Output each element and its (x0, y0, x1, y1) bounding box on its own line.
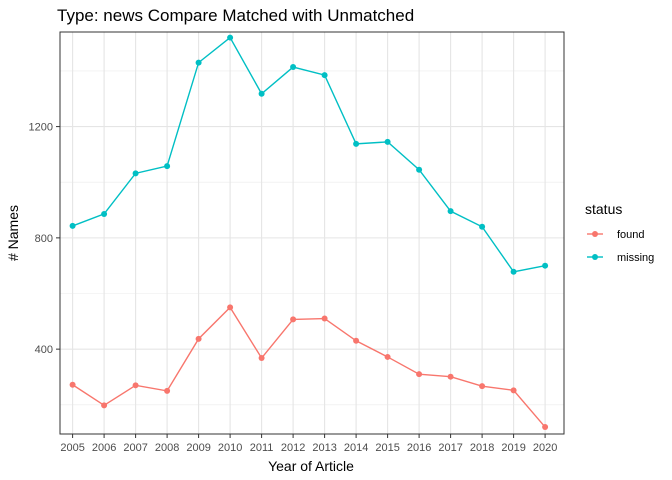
x-tick-label: 2009 (186, 442, 210, 454)
x-tick-label: 2007 (123, 442, 147, 454)
x-tick-label: 2014 (344, 442, 368, 454)
data-point-missing (447, 208, 454, 215)
data-point-found (195, 335, 202, 342)
chart-title: Type: news Compare Matched with Unmatche… (57, 6, 414, 25)
major-gridlines (60, 32, 564, 434)
data-point-found (69, 381, 76, 388)
data-point-found (479, 383, 486, 390)
data-point-missing (510, 268, 517, 275)
x-tick-label: 2017 (438, 442, 462, 454)
data-point-missing (101, 210, 108, 217)
minor-gridlines (60, 70, 564, 406)
x-axis-title: Year of Article (268, 458, 354, 474)
data-point-found (321, 315, 328, 322)
x-tick-label: 2019 (501, 442, 525, 454)
x-tick-label: 2011 (250, 442, 274, 454)
data-point-missing (195, 59, 202, 66)
legend-label-found: found (617, 229, 645, 241)
data-point-missing (542, 262, 549, 269)
x-tick-label: 2008 (155, 442, 179, 454)
y-axis-title: # Names (5, 205, 21, 261)
x-tick-label: 2013 (312, 442, 336, 454)
series-line-found (72, 306, 546, 428)
data-point-missing (132, 170, 139, 177)
legend-label-missing: missing (617, 252, 654, 264)
data-point-found (258, 355, 265, 362)
data-point-missing (227, 34, 234, 41)
data-point-missing (290, 64, 297, 71)
data-point-found (510, 387, 517, 394)
legend-key-point-found (592, 231, 598, 237)
x-tick-label: 2012 (281, 442, 305, 454)
data-point-found (542, 424, 549, 431)
x-tick-label: 2020 (533, 442, 557, 454)
data-point-missing (353, 140, 360, 147)
data-point-found (416, 371, 423, 378)
data-point-found (132, 382, 139, 389)
plot-panel-border (59, 31, 565, 435)
x-axis-ticks: 2005 2006 2007 2008 2009 2010 2011 2012 2013 2014… (60, 434, 557, 454)
series-layer (69, 34, 549, 431)
x-tick-label: 2015 (375, 442, 399, 454)
y-tick-label: 400 (35, 344, 53, 356)
data-point-found (227, 304, 234, 311)
y-axis-ticks: 400 800 1200 (29, 122, 60, 356)
x-tick-label: 2016 (407, 442, 431, 454)
x-tick-label: 2018 (470, 442, 494, 454)
series-line-missing (72, 36, 546, 273)
legend-title: status (585, 201, 622, 217)
data-point-missing (258, 90, 265, 97)
data-point-missing (69, 222, 76, 229)
x-tick-label: 2006 (92, 442, 116, 454)
data-point-missing (416, 166, 423, 173)
x-tick-label: 2010 (218, 442, 242, 454)
data-point-missing (479, 223, 486, 230)
data-point-missing (164, 163, 171, 170)
data-point-missing (384, 138, 391, 145)
y-tick-label: 800 (35, 233, 53, 245)
data-point-found (101, 402, 108, 409)
data-point-found (353, 337, 360, 344)
legend-key-point-missing (592, 254, 598, 260)
data-point-found (384, 353, 391, 360)
data-point-found (290, 316, 297, 323)
data-point-found (164, 387, 171, 394)
x-tick-label: 2005 (60, 442, 84, 454)
data-point-missing (321, 72, 328, 79)
legend: status found missing (585, 201, 654, 264)
data-point-found (447, 373, 454, 380)
y-tick-label: 1200 (29, 122, 53, 134)
